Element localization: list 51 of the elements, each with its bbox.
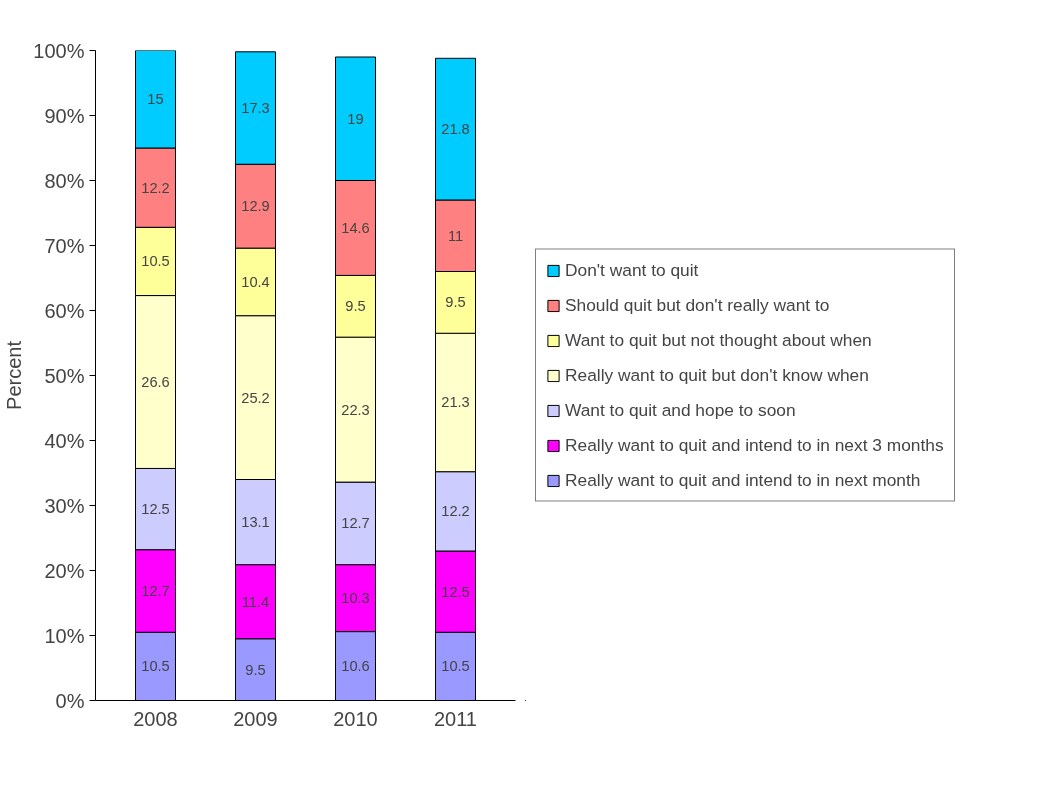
data-label: 10.3: [341, 590, 370, 607]
x-tick-label: 2009: [233, 707, 278, 730]
legend-label: Don't want to quit: [565, 259, 699, 281]
data-label: 11.4: [241, 593, 270, 610]
data-label: 14.6: [341, 219, 370, 236]
data-label: 9.5: [345, 298, 366, 315]
data-label: 25.2: [241, 389, 270, 406]
data-label: 21.3: [441, 394, 470, 411]
data-label: 10.5: [441, 658, 470, 675]
y-axis-title: Percent: [3, 340, 26, 410]
data-label: 10.4: [241, 273, 270, 290]
y-tick-label: 70%: [44, 234, 85, 257]
data-label: 10.5: [141, 253, 170, 270]
x-tick-label: 2011: [434, 707, 478, 730]
x-tick-label: 2010: [333, 707, 378, 730]
data-label: 12.5: [441, 583, 470, 600]
legend-label: Really want to quit but don't know when: [565, 364, 869, 386]
data-label: 12.5: [141, 501, 170, 518]
data-label: 12.9: [241, 198, 270, 215]
y-tick-label: 90%: [44, 104, 85, 127]
x-tick-label: 2008: [133, 707, 178, 730]
data-label: 22.3: [341, 401, 370, 418]
data-label: 21.8: [441, 121, 470, 138]
legend-label: Should quit but don't really want to: [565, 294, 830, 316]
data-label: 10.5: [141, 658, 170, 675]
legend-label: Really want to quit and intend to in next 3 months: [565, 434, 944, 456]
data-label: 9.5: [445, 294, 466, 311]
data-label: 13.1: [241, 514, 270, 531]
y-tick-label: 60%: [44, 299, 85, 322]
data-label: 9.5: [245, 661, 266, 678]
y-tick-label: 0%: [55, 689, 85, 712]
legend-label: Really want to quit and intend to in next month: [565, 469, 921, 491]
y-tick-label: 80%: [44, 169, 85, 192]
y-tick-label: 50%: [44, 364, 85, 387]
y-tick-label: 100%: [33, 39, 85, 62]
y-tick-label: 30%: [44, 494, 85, 517]
data-label: 26.6: [141, 374, 170, 390]
data-label: 19: [347, 110, 364, 127]
legend-label: Want to quit but not thought about when: [565, 329, 872, 351]
data-label: 12.7: [341, 515, 370, 532]
y-tick-label: 20%: [44, 559, 85, 582]
data-label: 12.7: [141, 582, 170, 599]
data-label: 17.3: [241, 100, 270, 117]
data-label: 12.2: [141, 179, 170, 196]
legend-label: Want to quit and hope to soon: [565, 399, 796, 421]
data-label: 15: [147, 91, 164, 108]
y-tick-label: 40%: [44, 429, 85, 452]
data-label: 12.2: [441, 503, 470, 520]
y-tick-label: 10%: [44, 624, 85, 647]
data-label: 11: [447, 227, 464, 244]
data-label: 10.6: [341, 658, 370, 675]
